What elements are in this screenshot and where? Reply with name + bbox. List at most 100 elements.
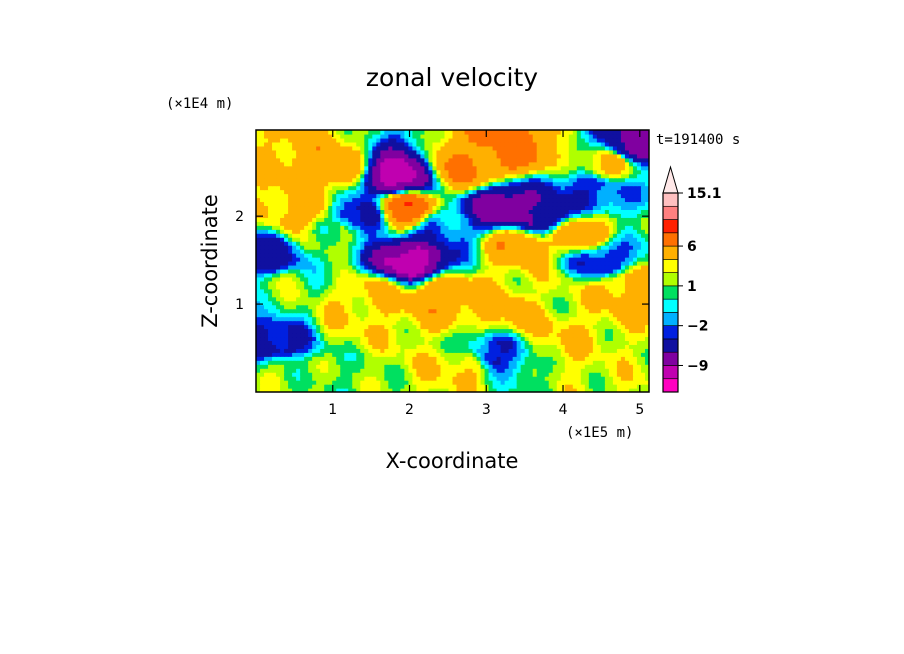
field-cell: [552, 388, 558, 392]
field-cell: [484, 189, 490, 195]
field-cell: [584, 241, 590, 246]
field-cell: [320, 189, 325, 195]
field-cell: [644, 388, 649, 392]
field-cell: [432, 332, 438, 338]
field-cell: [500, 308, 506, 314]
field-cell: [552, 348, 558, 353]
field-cell: [396, 336, 401, 341]
field-cell: [304, 221, 309, 226]
field-cell: [472, 268, 478, 274]
field-cell: [552, 221, 558, 226]
field-cell: [568, 237, 574, 242]
field-cell: [640, 320, 646, 326]
field-cell: [316, 356, 321, 361]
field-cell: [468, 264, 474, 270]
field-cell: [556, 368, 562, 373]
field-cell: [308, 300, 313, 306]
field-cell: [300, 268, 305, 274]
field-cell: [276, 249, 281, 254]
field-cell: [512, 324, 518, 330]
field-cell: [404, 193, 409, 199]
field-cell: [512, 304, 518, 310]
field-cell: [468, 364, 474, 369]
field-cell: [272, 332, 277, 338]
field-cell: [328, 245, 333, 250]
field-cell: [288, 372, 293, 377]
field-cell: [640, 205, 646, 210]
field-cell: [284, 376, 289, 381]
field-cell: [600, 312, 606, 318]
field-cell: [584, 272, 590, 278]
field-cell: [432, 264, 438, 270]
field-cell: [560, 304, 566, 310]
field-cell: [492, 261, 498, 266]
field-cell: [580, 348, 586, 353]
field-cell: [380, 308, 385, 314]
field-cell: [332, 304, 337, 310]
field-cell: [308, 217, 313, 222]
field-cell: [332, 380, 337, 385]
field-cell: [496, 372, 502, 377]
field-cell: [448, 320, 454, 326]
field-cell: [596, 241, 602, 246]
field-cell: [408, 245, 413, 250]
field-cell: [496, 308, 502, 314]
field-cell: [644, 372, 649, 377]
field-cell: [444, 332, 450, 338]
field-cell: [644, 237, 649, 242]
field-cell: [504, 296, 510, 302]
field-cell: [300, 249, 305, 254]
field-cell: [528, 376, 534, 381]
field-cell: [640, 257, 646, 262]
field-cell: [392, 288, 397, 294]
field-cell: [452, 388, 458, 392]
field-cell: [620, 336, 626, 341]
field-cell: [640, 201, 646, 207]
field-cell: [428, 268, 434, 274]
field-cell: [536, 257, 542, 262]
field-cell: [428, 300, 434, 306]
field-cell: [292, 201, 297, 207]
field-cell: [512, 312, 518, 318]
field-cell: [260, 296, 265, 302]
field-cell: [276, 344, 281, 349]
field-cell: [276, 225, 281, 230]
field-cell: [580, 276, 586, 282]
field-cell: [572, 276, 578, 282]
field-cell: [592, 253, 598, 258]
field-cell: [400, 388, 405, 392]
field-cell: [388, 292, 393, 298]
field-cell: [440, 316, 446, 322]
field-cell: [340, 292, 345, 298]
field-cell: [464, 280, 470, 286]
field-cell: [420, 205, 426, 210]
field-cell: [264, 272, 269, 278]
field-cell: [396, 308, 401, 314]
field-cell: [348, 225, 353, 230]
field-cell: [632, 360, 638, 365]
field-cell: [352, 264, 357, 270]
field-cell: [356, 213, 361, 218]
field-cell: [424, 296, 430, 302]
field-cell: [408, 296, 413, 302]
field-cell: [308, 352, 313, 357]
field-cell: [552, 320, 558, 326]
field-cell: [628, 225, 634, 230]
field-cell: [288, 320, 293, 326]
field-cell: [632, 328, 638, 334]
field-cell: [568, 253, 574, 258]
field-cell: [320, 332, 325, 338]
field-cell: [564, 320, 570, 326]
field-cell: [528, 308, 534, 314]
field-cell: [412, 352, 418, 357]
field-cell: [556, 276, 562, 282]
field-cell: [612, 364, 618, 369]
field-cell: [644, 253, 649, 258]
field-cell: [444, 272, 450, 278]
field-cell: [308, 372, 313, 377]
field-cell: [368, 356, 373, 361]
field-cell: [476, 340, 482, 345]
field-cell: [604, 276, 610, 282]
field-cell: [292, 272, 297, 278]
field-cell: [492, 340, 498, 345]
